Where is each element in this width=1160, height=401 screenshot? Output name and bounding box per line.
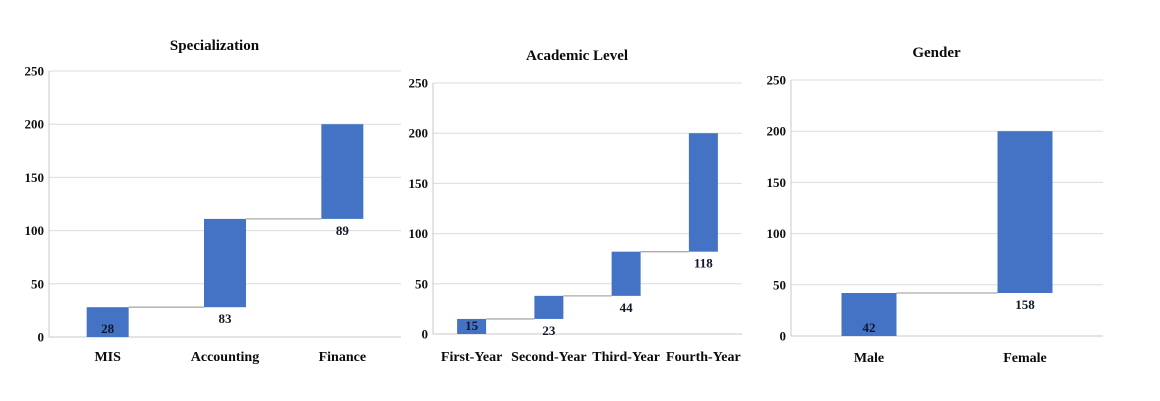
x-axis-label: Finance <box>319 350 366 365</box>
chart-title: Gender <box>912 45 961 61</box>
bar <box>611 251 641 296</box>
x-axis-label: Third-Year <box>592 350 660 365</box>
data-label: 83 <box>219 311 233 326</box>
data-label: 158 <box>1015 297 1035 312</box>
x-axis-label: Second-Year <box>511 350 586 365</box>
chart-gender: 0 50 100 150 200 250 Gender 42 Male 158 Female <box>767 45 1103 366</box>
chart-specialization: 0 50 100 150 200 250 Specialization 28 MIS 83 Acco… <box>25 38 401 365</box>
data-label: 28 <box>101 321 115 336</box>
bar <box>688 133 718 252</box>
bar <box>841 292 897 336</box>
y-tick-label: 250 <box>409 76 429 91</box>
bar <box>457 318 487 334</box>
chart-title: Specialization <box>170 38 260 54</box>
y-tick-label: 150 <box>767 175 787 190</box>
y-tick-label: 100 <box>767 226 787 241</box>
data-label: 15 <box>465 318 479 333</box>
bar <box>534 295 564 319</box>
x-axis-label: Male <box>854 351 884 366</box>
y-tick-label: 100 <box>409 226 429 241</box>
y-tick-label: 200 <box>25 117 45 132</box>
data-label: 118 <box>694 256 713 271</box>
y-tick-label: 150 <box>25 170 45 185</box>
y-tick-label: 200 <box>409 126 429 141</box>
y-tick-label: 50 <box>415 276 428 291</box>
y-tick-label: 100 <box>25 223 45 238</box>
bar <box>204 218 246 308</box>
y-tick-label: 0 <box>422 327 429 342</box>
x-axis-label: MIS <box>94 350 121 365</box>
x-axis-label: First-Year <box>441 350 502 365</box>
y-tick-label: 250 <box>25 64 45 79</box>
x-axis-label: Accounting <box>191 350 259 365</box>
y-tick-label: 200 <box>767 124 787 139</box>
data-label: 23 <box>542 323 556 338</box>
y-tick-label: 0 <box>38 330 45 345</box>
data-label: 42 <box>863 320 876 335</box>
data-label: 44 <box>620 300 634 315</box>
bar <box>86 307 129 337</box>
bar <box>321 124 364 219</box>
chart-academic-level: 0 50 100 150 200 250 Academic Level 15 First-Yea… <box>409 48 742 365</box>
bar <box>997 131 1053 293</box>
y-tick-label: 250 <box>767 73 787 88</box>
chart-title: Academic Level <box>526 48 628 64</box>
data-label: 89 <box>336 223 350 238</box>
y-tick-label: 50 <box>31 276 44 291</box>
y-tick-label: 50 <box>773 277 786 292</box>
x-axis-label: Fourth-Year <box>666 350 741 365</box>
y-tick-label: 150 <box>409 176 429 191</box>
x-axis-label: Female <box>1003 351 1047 366</box>
y-tick-label: 0 <box>780 329 787 344</box>
